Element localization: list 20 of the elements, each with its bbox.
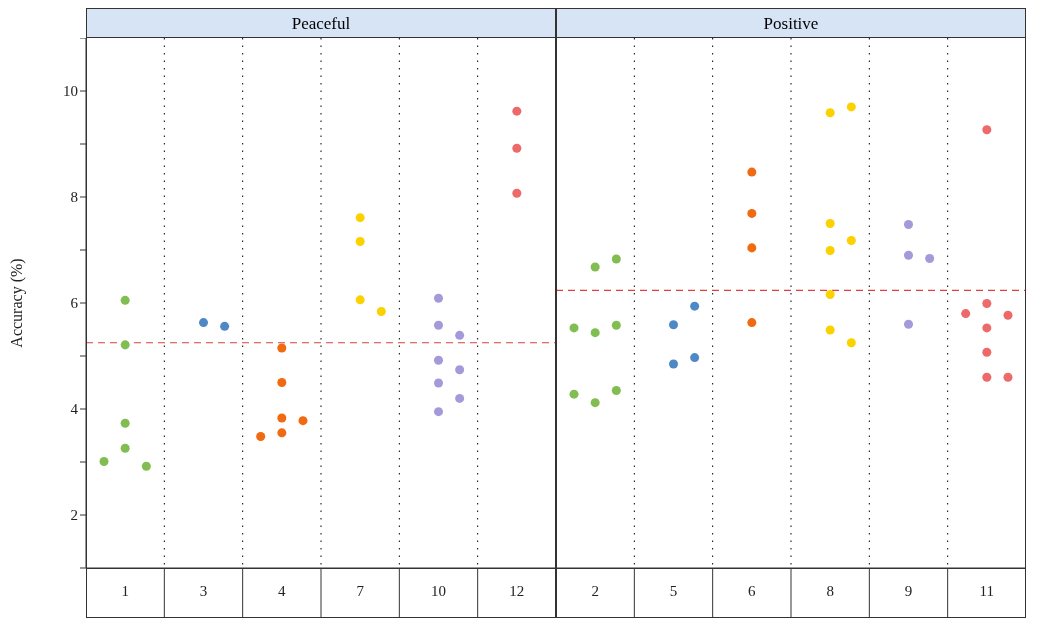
x-tick-label: 10 xyxy=(431,583,446,599)
x-tick-label: 5 xyxy=(669,583,678,599)
x-tick-label: 6 xyxy=(748,583,757,599)
x-tick-label: 4 xyxy=(278,583,287,599)
x-tick-label: 11 xyxy=(979,583,995,599)
y-axis-title: Accuracy (%) xyxy=(7,258,26,348)
chart-title: Peaceful xyxy=(291,14,351,33)
y-tick-label: 10 xyxy=(63,83,78,100)
x-tick-label: 12 xyxy=(509,583,525,599)
y-tick-label: 4 xyxy=(70,401,79,418)
chart-title: Positive xyxy=(763,14,819,33)
x-tick-label: 7 xyxy=(356,583,365,599)
y-tick-label: 2 xyxy=(70,507,78,524)
y-tick-label: 8 xyxy=(70,189,78,206)
x-tick-label: 3 xyxy=(199,583,208,599)
x-tick-label: 9 xyxy=(904,583,913,599)
y-tick-label: 6 xyxy=(70,295,79,312)
x-tick-label: 8 xyxy=(826,583,834,599)
x-tick-label: 1 xyxy=(121,583,129,599)
x-tick-label: 2 xyxy=(591,583,599,599)
